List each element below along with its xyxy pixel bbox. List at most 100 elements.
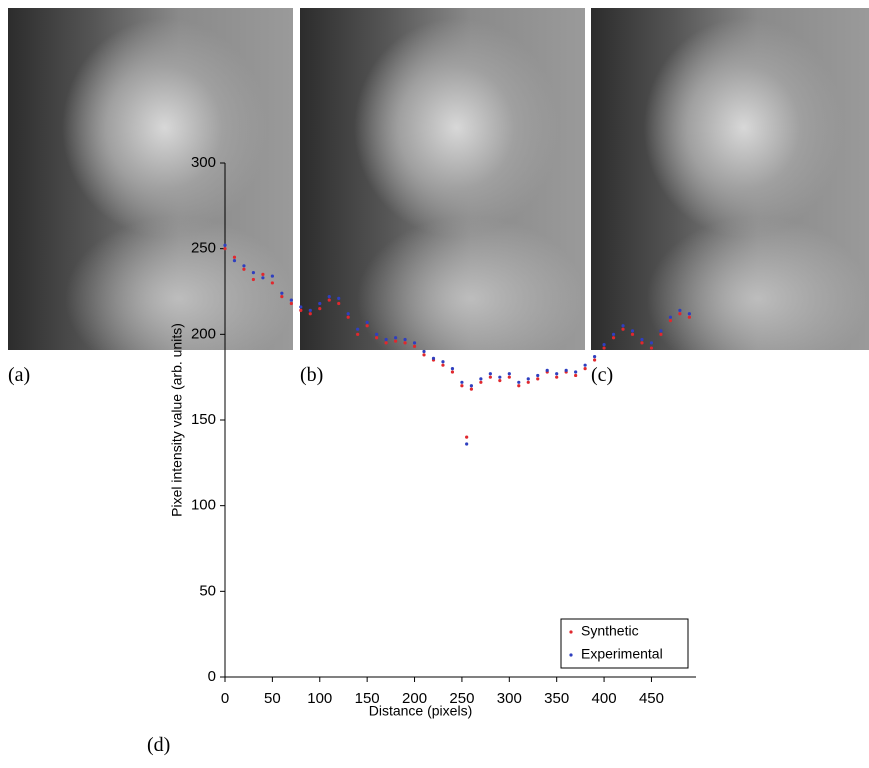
data-point (602, 346, 606, 350)
data-point (668, 315, 673, 319)
data-point (465, 442, 469, 446)
data-point (251, 277, 256, 282)
data-point (308, 308, 312, 312)
data-point (602, 343, 606, 347)
data-point (223, 247, 227, 251)
data-point (469, 387, 473, 391)
data-point (365, 324, 369, 328)
y-axis-label: Pixel intensity value (arb. units) (169, 323, 185, 517)
data-point (261, 276, 265, 280)
data-point (592, 358, 597, 362)
data-point (488, 372, 492, 376)
data-point (640, 341, 644, 345)
data-point (356, 327, 360, 331)
data-point (384, 341, 388, 345)
data-point (223, 243, 227, 247)
image-panel (591, 8, 869, 350)
data-point (649, 341, 654, 345)
data-point (242, 267, 246, 271)
data-point (299, 308, 303, 312)
legend-marker (569, 653, 573, 657)
panel-label: (d) (147, 734, 171, 756)
data-point (659, 332, 663, 336)
data-point (280, 291, 284, 295)
data-point (564, 368, 568, 372)
x-axis-label: Distance (pixels) (369, 703, 472, 719)
data-point (460, 384, 464, 388)
data-point (621, 327, 625, 331)
y-tick-label: 50 (199, 582, 216, 599)
data-point (232, 255, 237, 259)
data-point (460, 380, 464, 384)
x-tick-label: 200 (402, 690, 427, 707)
data-point (318, 301, 322, 306)
panel-label: (a) (8, 364, 31, 386)
data-point (441, 360, 445, 364)
data-point (479, 377, 483, 381)
data-point (498, 375, 502, 379)
data-point (375, 332, 379, 336)
data-point (308, 312, 312, 316)
data-point (583, 363, 587, 367)
data-point (261, 272, 265, 276)
data-point (592, 355, 597, 359)
panel-label: (b) (300, 364, 324, 386)
data-point (649, 346, 654, 350)
image-panel (8, 8, 293, 350)
data-point (327, 295, 331, 299)
data-point (356, 332, 360, 336)
data-point (318, 307, 322, 311)
data-point (242, 264, 246, 268)
data-point (393, 336, 398, 340)
y-tick-label: 300 (191, 154, 216, 171)
data-point (583, 367, 587, 371)
data-point (393, 339, 398, 343)
y-tick-label: 150 (191, 411, 216, 428)
x-tick-label: 0 (221, 690, 229, 707)
data-point (299, 305, 303, 309)
legend-label: Synthetic (581, 623, 639, 639)
image-panel (300, 8, 585, 350)
y-tick-label: 250 (191, 240, 216, 257)
data-point (536, 373, 540, 378)
data-point (630, 329, 635, 333)
data-point (640, 337, 644, 342)
data-point (536, 377, 540, 381)
x-tick-label: 50 (264, 690, 281, 707)
data-point (488, 375, 492, 379)
data-point (412, 344, 417, 348)
data-point (517, 384, 521, 388)
data-point (498, 378, 502, 383)
data-point (555, 372, 559, 376)
data-point (412, 341, 417, 345)
data-point (659, 329, 663, 333)
x-tick-label: 400 (592, 690, 617, 707)
legend-label: Experimental (581, 646, 663, 662)
data-point (678, 308, 682, 312)
data-point (289, 298, 293, 302)
data-point (346, 312, 350, 316)
data-point (403, 337, 407, 342)
y-tick-label: 200 (191, 325, 216, 342)
data-point (611, 332, 616, 336)
data-point (422, 349, 426, 354)
y-tick-label: 0 (208, 668, 216, 685)
data-point (678, 312, 682, 316)
legend-marker (569, 630, 573, 634)
data-point (574, 370, 578, 374)
data-point (574, 373, 578, 378)
x-tick-label: 350 (544, 690, 569, 707)
legend-box (560, 618, 689, 669)
data-point (365, 320, 369, 324)
data-point (270, 281, 274, 285)
data-point (668, 319, 673, 323)
data-point (507, 372, 511, 376)
data-point (507, 375, 511, 379)
data-point (337, 301, 341, 306)
data-point (687, 315, 691, 319)
x-tick-label: 250 (449, 690, 474, 707)
data-point (422, 353, 426, 357)
data-point (469, 384, 473, 388)
